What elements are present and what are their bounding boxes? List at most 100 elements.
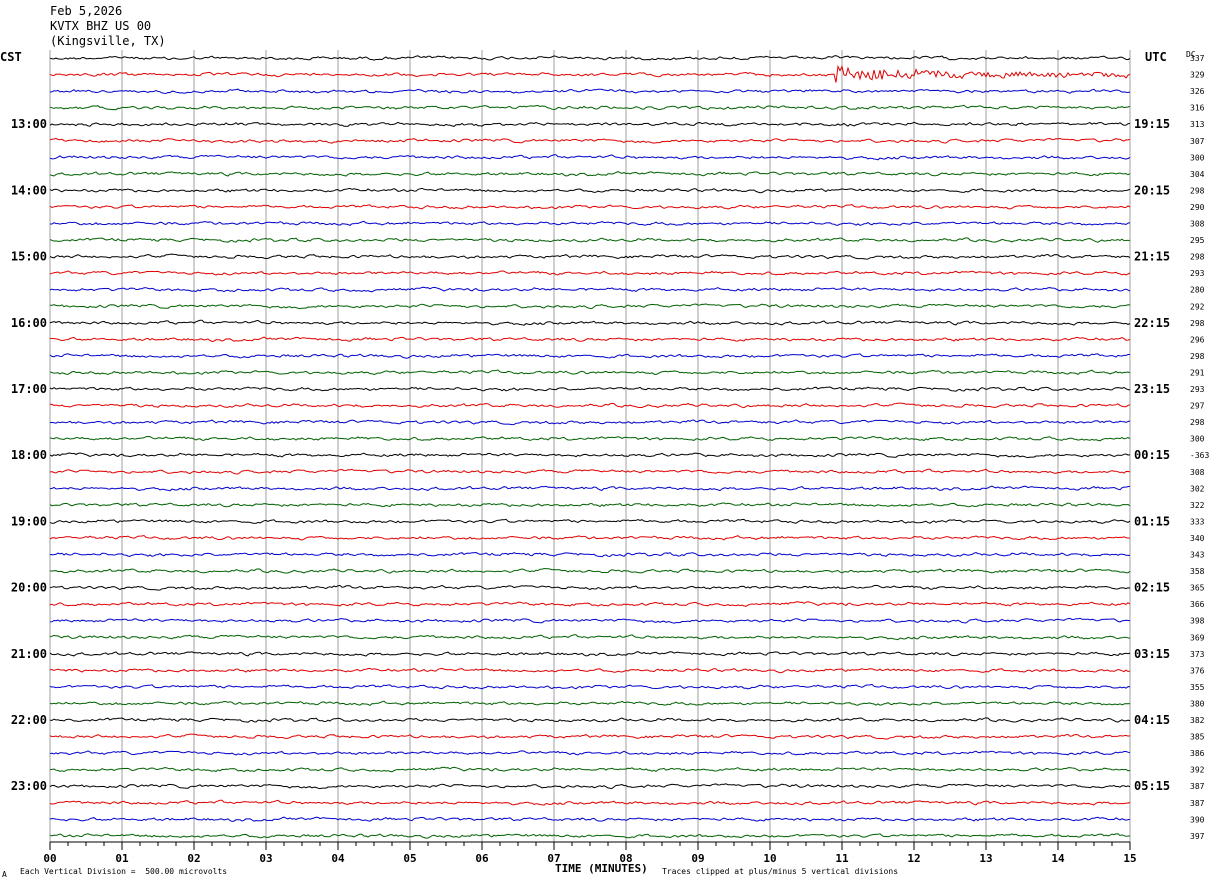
utc-hour-label: 02:15 [1134, 581, 1170, 595]
header-date: Feb 5,2026 [50, 4, 123, 18]
utc-hour-label: 21:15 [1134, 250, 1170, 264]
trace-21 [49, 402, 1131, 409]
dc-offset-label: 293 [1190, 385, 1205, 394]
dc-offset-label: 376 [1190, 666, 1205, 675]
trace-28 [49, 518, 1131, 524]
trace-18 [49, 353, 1130, 359]
dc-offset-label: 343 [1190, 551, 1205, 560]
trace-42 [49, 750, 1131, 756]
dc-offset-label: 293 [1190, 269, 1205, 278]
header-station: KVTX BHZ US 00 [50, 19, 152, 33]
x-tick-label: 09 [691, 852, 704, 865]
dc-offset-label: 387 [1190, 782, 1205, 791]
dc-offset-label: 296 [1190, 335, 1205, 344]
dc-offset-label: 298 [1190, 186, 1205, 195]
footer-scale: Each Vertical Division = 500.00 microvol… [20, 867, 228, 876]
x-tick-label: 07 [547, 852, 560, 865]
x-tick-label: 14 [1051, 852, 1065, 865]
trace-39 [49, 700, 1131, 706]
x-tick-label: 00 [43, 852, 56, 865]
trace-32 [49, 584, 1131, 591]
trace-26 [49, 485, 1131, 492]
x-tick-label: 10 [763, 852, 776, 865]
dc-offset-label: 380 [1190, 699, 1205, 708]
footer-mark: A [2, 870, 7, 879]
trace-24 [49, 452, 1131, 459]
trace-27 [49, 502, 1131, 508]
trace-38 [49, 683, 1131, 690]
x-axis-title: TIME (MINUTES) [555, 862, 648, 875]
left-timezone-label: CST [0, 50, 22, 64]
cst-hour-label: 21:00 [11, 647, 47, 661]
cst-hour-labels: 13:00 14:00 15:00 16:00 17:00 18:00 19:00 20:00… [11, 117, 47, 793]
footer-clip-note: Traces clipped at plus/minus 5 vertical … [662, 867, 899, 876]
trace-46 [49, 816, 1131, 822]
trace-25 [49, 468, 1131, 475]
trace-41 [49, 733, 1131, 740]
cst-hour-label: 18:00 [11, 448, 47, 462]
minute-grid [49, 50, 1131, 842]
dc-offset-label: 308 [1190, 468, 1205, 477]
dc-offset-label: 369 [1190, 633, 1205, 642]
cst-hour-label: 14:00 [11, 183, 47, 197]
utc-hour-label: 19:15 [1134, 117, 1170, 131]
trace-6 [49, 154, 1131, 161]
trace-7 [49, 171, 1131, 177]
trace-34 [49, 617, 1131, 624]
trace-40 [49, 717, 1131, 723]
trace-17 [49, 336, 1131, 343]
cst-hour-label: 23:00 [11, 779, 47, 793]
trace-15 [49, 303, 1131, 310]
dc-offset-label: 308 [1190, 220, 1205, 229]
utc-hour-label: 04:15 [1134, 713, 1170, 727]
dc-offset-label: 322 [1190, 501, 1205, 510]
utc-hour-label: 22:15 [1134, 316, 1170, 330]
dc-offset-label: 298 [1190, 253, 1205, 262]
utc-hour-labels: 19:15 20:15 21:15 22:15 23:15 00:15 01:15 02:15… [1134, 117, 1170, 793]
cst-hour-label: 17:00 [11, 382, 47, 396]
utc-hour-label: 01:15 [1134, 514, 1170, 528]
dc-offset-label: 382 [1190, 716, 1205, 725]
dc-offset-label: 307 [1190, 137, 1205, 146]
dc-offset-label: 291 [1190, 368, 1205, 377]
x-tick-label: 08 [619, 852, 632, 865]
dc-offset-label: 298 [1190, 319, 1205, 328]
trace-45 [49, 799, 1131, 806]
x-tick-label: 02 [187, 852, 200, 865]
trace-12 [49, 253, 1131, 260]
trace-47 [49, 833, 1131, 839]
trace-1 [49, 64, 1131, 83]
x-tick-label: 06 [475, 852, 489, 865]
dc-offset-label: 300 [1190, 435, 1205, 444]
dc-offset-label: 298 [1190, 352, 1205, 361]
cst-hour-label: 13:00 [11, 117, 47, 131]
dc-offset-label: 385 [1190, 733, 1205, 742]
dc-offset-label: 326 [1190, 87, 1205, 96]
trace-35 [49, 634, 1131, 641]
utc-hour-label: 05:15 [1134, 779, 1170, 793]
x-tick-label: 04 [331, 852, 345, 865]
trace-43 [49, 766, 1131, 773]
dc-offset-label: 365 [1190, 584, 1205, 593]
trace-30 [49, 551, 1131, 558]
dc-offset-labels: 337 329 326 316 313 307 300 304 298 290 308 295 298 2… [1190, 54, 1209, 841]
trace-44 [49, 783, 1131, 790]
trace-36 [49, 651, 1131, 657]
dc-offset-label: 290 [1190, 203, 1205, 212]
dc-offset-label: 302 [1190, 484, 1205, 493]
x-tick-label: 05 [403, 852, 416, 865]
x-tick-label: 11 [835, 852, 849, 865]
dc-offset-label: 298 [1190, 418, 1205, 427]
trace-4 [49, 121, 1131, 127]
trace-3 [49, 104, 1131, 111]
dc-offset-label: 333 [1190, 517, 1205, 526]
trace-0 [49, 55, 1131, 61]
dc-offset-label: 313 [1190, 120, 1205, 129]
dc-offset-label: 373 [1190, 650, 1205, 659]
dc-offset-label: 300 [1190, 153, 1205, 162]
cst-hour-label: 15:00 [11, 250, 47, 264]
cst-hour-label: 19:00 [11, 514, 47, 528]
trace-14 [49, 286, 1131, 293]
dc-offset-label: 386 [1190, 749, 1205, 758]
